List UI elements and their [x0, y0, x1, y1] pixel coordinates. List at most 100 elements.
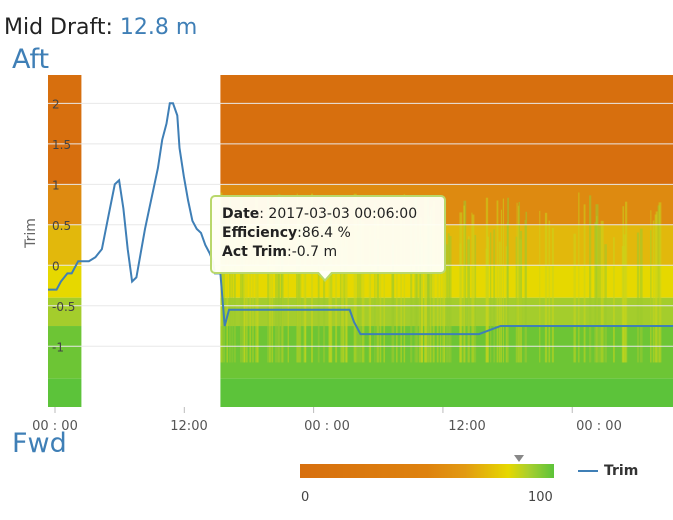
heat-streak	[345, 232, 348, 363]
heat-streak	[443, 220, 446, 363]
heat-streak	[589, 195, 592, 363]
y-tick-label: 1.5	[52, 138, 71, 152]
heat-streak	[416, 241, 419, 363]
heat-streak	[246, 222, 248, 363]
trim-series-line	[48, 102, 673, 336]
heat-streak	[414, 197, 417, 363]
heat-streak	[598, 226, 601, 363]
heat-streak	[281, 247, 284, 363]
heat-streak	[339, 199, 342, 363]
tooltip-date: Date: 2017-03-03 00:06:00	[222, 205, 434, 224]
heat-streak	[396, 244, 398, 363]
heat-streak	[613, 237, 615, 363]
heat-streak	[474, 234, 477, 363]
heat-streak	[471, 212, 473, 363]
heat-streak	[403, 194, 406, 363]
heat-streak	[493, 229, 496, 363]
heat-streak	[297, 225, 300, 363]
heat-streak	[252, 225, 254, 363]
efficiency-colorbar	[300, 464, 554, 478]
heat-streak	[442, 206, 445, 363]
heat-streak	[507, 197, 509, 363]
colorbar-max-label: 100	[528, 490, 553, 505]
heat-streak	[267, 196, 270, 363]
x-tick-label: 12:00	[448, 419, 485, 434]
y-tick-label: 1	[52, 178, 60, 192]
y-tick-labels: 2 1.5 1 0.5 0 -0.5 -1	[52, 97, 75, 354]
heat-streak	[361, 221, 365, 363]
heat-streak	[383, 201, 385, 363]
heat-streak	[239, 198, 243, 363]
colorbar-min-label: 0	[301, 490, 310, 505]
y-tick-label: 2	[52, 97, 60, 111]
tooltip-date-label: Date	[222, 206, 260, 222]
heat-streak	[287, 220, 289, 363]
heat-band-0-6	[48, 378, 82, 407]
mid-draft-label: Mid Draft:	[4, 15, 113, 40]
tooltip-date-value: : 2017-03-03 00:06:00	[259, 206, 418, 222]
heat-band-0-4	[48, 297, 82, 327]
heat-streak	[379, 244, 382, 363]
heat-streak	[368, 226, 371, 363]
legend-item-trim[interactable]: Trim	[578, 463, 638, 479]
heat-band-0-3	[48, 265, 82, 298]
heat-streak	[353, 193, 357, 363]
heat-streak	[249, 209, 252, 363]
heat-streak	[524, 220, 526, 363]
heat-streak	[515, 236, 518, 363]
heat-streak	[516, 202, 518, 363]
heat-streak	[430, 206, 433, 363]
heat-streak	[374, 202, 376, 363]
heat-streak	[517, 205, 520, 363]
heat-streak	[600, 220, 604, 363]
heat-streak	[573, 233, 576, 363]
efficiency-heatmap	[48, 75, 673, 407]
heat-streak	[222, 206, 226, 363]
heat-streak	[226, 210, 228, 363]
heat-streak	[400, 217, 402, 363]
fwd-label: Fwd	[12, 428, 67, 459]
heat-streak	[317, 234, 320, 363]
heat-streak	[498, 241, 501, 363]
x-tick-label: 00 : 00	[304, 419, 350, 434]
heat-streak	[271, 215, 274, 363]
legend-line-icon	[578, 470, 598, 472]
heat-streak	[604, 244, 607, 363]
heat-streak	[356, 231, 359, 363]
heat-band-0-5	[48, 326, 82, 379]
heat-streak	[229, 195, 231, 363]
tooltip-trim: Act Trim:-0.7 m	[222, 243, 434, 262]
heat-streak	[548, 220, 551, 363]
heat-streak	[436, 235, 439, 363]
heat-streak	[636, 232, 640, 363]
heat-streak	[303, 234, 306, 363]
heat-streak	[625, 201, 628, 363]
heat-streak	[429, 209, 432, 363]
heat-streak	[489, 232, 492, 363]
mid-draft-value: 12.8 m	[119, 15, 198, 40]
heat-streak	[310, 193, 314, 363]
heat-streak	[257, 211, 259, 363]
y-tick-label: -1	[52, 340, 64, 354]
heat-streak	[445, 244, 449, 363]
heat-streak	[335, 220, 338, 363]
heat-streak	[426, 198, 430, 363]
heat-streak	[622, 206, 625, 363]
heat-streak	[420, 236, 424, 363]
heat-streak	[655, 211, 658, 363]
heat-streak	[275, 203, 277, 363]
heat-streak	[268, 205, 271, 363]
heat-streak	[496, 200, 499, 363]
heat-streak	[583, 204, 586, 363]
heat-streak	[505, 246, 508, 363]
heat-streak	[241, 229, 244, 363]
heat-streak	[447, 233, 450, 363]
heat-streak	[639, 228, 643, 363]
heat-streak	[243, 247, 246, 363]
data-tooltip: Date: 2017-03-03 00:06:00 Efficiency:86.…	[210, 195, 446, 274]
heat-streak	[520, 230, 523, 363]
heat-streak	[544, 212, 548, 363]
heat-streak	[280, 241, 282, 363]
heat-streak	[467, 239, 471, 363]
